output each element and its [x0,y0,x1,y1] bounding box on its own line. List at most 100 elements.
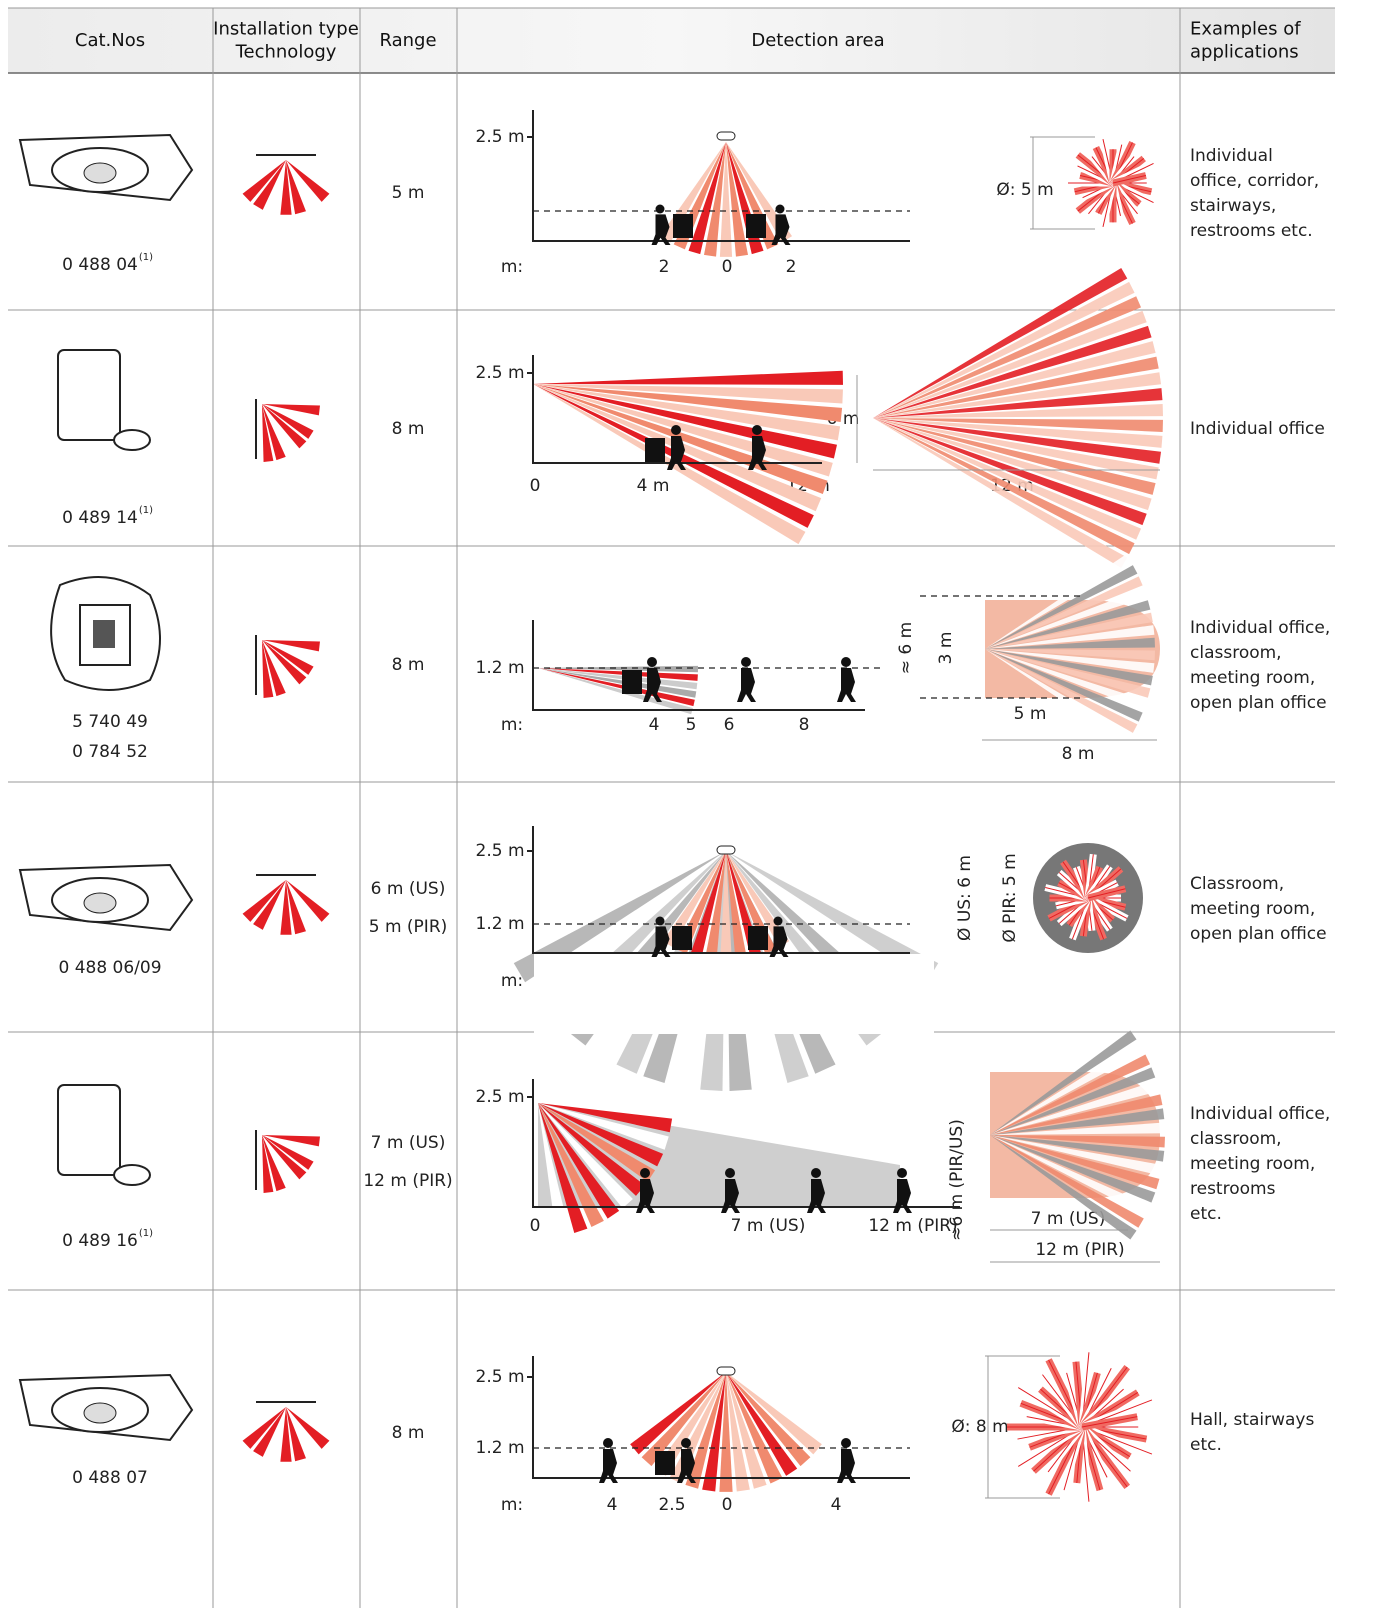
device [83,892,117,914]
side-label: 4 m [637,476,670,496]
beam [726,851,790,948]
beam-edge [1087,888,1126,899]
beam [873,388,1163,418]
beam [990,1054,1151,1135]
person [671,425,681,435]
person [769,926,789,957]
range: 5 m (PIR) [369,917,448,937]
beam [253,160,286,210]
beam [990,1135,1144,1228]
beam [990,1122,1165,1135]
beam [726,1372,767,1489]
cat-no-note: (1) [139,252,153,263]
beam [262,404,320,416]
beam [990,1135,1137,1240]
beam [513,851,726,983]
beam [985,612,1153,649]
beam [990,1030,1137,1135]
side-label: 1.2 m [476,658,525,678]
beam [538,1103,588,1234]
application: etc. [1190,1204,1222,1224]
application: open plan office [1190,693,1327,713]
range: 5 m [392,183,425,203]
beam [873,418,1152,511]
device [113,1164,151,1186]
beam [985,588,1147,649]
beam [262,404,307,449]
beam [262,640,307,685]
desk [672,926,692,950]
range: 8 m [392,419,425,439]
beam [286,880,330,922]
application: Individual office [1190,419,1325,439]
beam [703,142,726,257]
beam [242,880,286,922]
beam [262,640,286,697]
plan-label: Ø PIR: 5 m [1000,853,1020,942]
application: restrooms etc. [1190,221,1313,241]
person [725,1168,735,1178]
header-band [8,8,1335,73]
beam [538,1103,604,1227]
beam [242,160,286,202]
side-label: 8 [799,715,810,735]
beam [873,418,1147,526]
plan-label: 5 m [1014,704,1047,724]
beam [873,418,1142,540]
beam [262,1135,297,1187]
beam [538,1103,673,1133]
beam [990,1135,1151,1216]
beam [985,576,1143,649]
side-label: m: [501,1495,523,1515]
side-label: 2 [786,257,797,277]
person [603,1438,613,1448]
beam [873,356,1159,418]
beam [985,649,1147,710]
beam [985,649,1151,698]
beam [873,341,1156,418]
sensor [716,845,736,855]
person [647,657,657,667]
person [651,926,671,957]
beam [873,310,1147,418]
beam [990,1135,1163,1176]
beam [873,418,1135,555]
side-label: 4 [831,1495,842,1515]
person [897,1168,907,1178]
beam [266,160,286,215]
person [655,916,665,926]
plan-label: 7 m (US) [1031,1209,1106,1229]
person [811,1168,821,1178]
range: 8 m [392,655,425,675]
beam [720,851,732,961]
beam [538,1103,664,1167]
person [643,668,662,702]
side-label: m: [501,971,523,991]
beam [702,1372,726,1492]
application: stairways, [1190,196,1276,216]
header-cell: Cat.Nos [75,30,145,51]
beam [719,1372,733,1492]
axes [532,620,865,711]
beam [685,1372,726,1489]
beam [719,142,733,257]
beam [286,1407,330,1449]
person [807,1179,826,1213]
side-label: 2.5 [658,1495,685,1515]
desk [746,214,766,238]
range: 7 m (US) [371,1133,446,1153]
person [681,1438,691,1448]
application: Individual office, [1190,618,1330,638]
person [741,657,751,667]
beam [538,1103,656,1182]
person [837,668,856,702]
beam [690,851,726,959]
sensor [716,1366,736,1376]
application: Classroom, [1190,874,1284,894]
side-label: 1.2 m [476,1438,525,1458]
axes [532,1356,910,1479]
side-label: 0 [722,1495,733,1515]
range: 12 m (PIR) [363,1171,452,1191]
header-cell: Detection area [751,30,884,51]
table-grid [8,7,1335,1608]
